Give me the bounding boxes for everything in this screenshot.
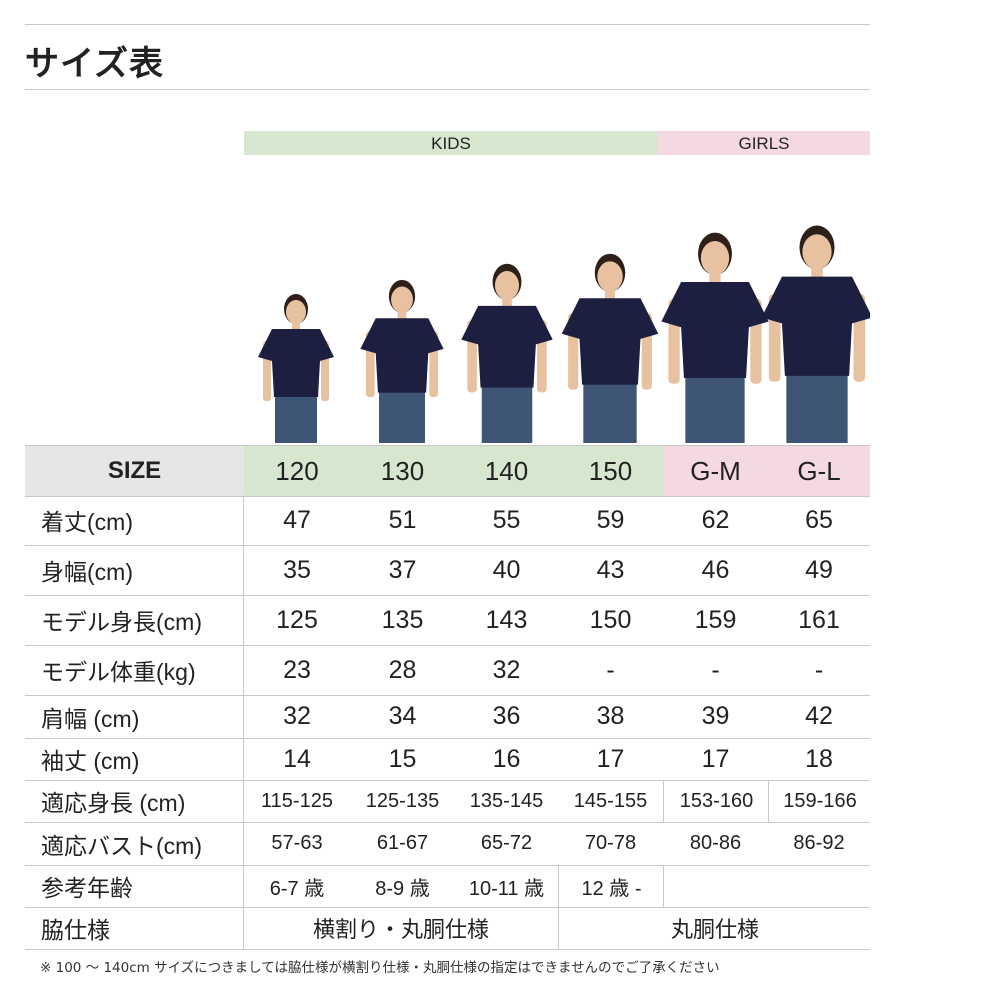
- table-cell: 65-72: [480, 832, 533, 854]
- table-cell: 153-160: [663, 780, 769, 822]
- size-header-row: SIZE 120 130 140 150 G-M G-L: [25, 445, 870, 497]
- table-row: 適応身長 (cm) 115-125 125-135 135-145 145-155 153…: [25, 780, 870, 823]
- model-140-photo: [461, 263, 553, 443]
- girls-group-label: GIRLS: [658, 131, 870, 155]
- table-cell: 12 歳 -: [558, 865, 664, 907]
- top-divider: [25, 24, 870, 25]
- size-140: 140: [455, 446, 558, 496]
- model-g-m-photo: [661, 232, 769, 443]
- row-label: 袖丈 (cm): [25, 738, 244, 780]
- row-label: モデル体重(kg): [25, 645, 244, 695]
- row-label: 参考年齢: [25, 865, 244, 907]
- table-cell: 18: [805, 744, 833, 773]
- table-cell: 61-67: [376, 832, 429, 854]
- size-150: 150: [558, 446, 663, 496]
- kids-group-label: KIDS: [244, 131, 658, 155]
- footnote: ※ 100 ～ 140cm サイズにつきましては脇仕様が横割り仕様・丸胴仕様の指…: [40, 960, 720, 976]
- side-spec-kids: 横割り・丸胴仕様: [312, 917, 489, 942]
- table-row: 肩幅 (cm) 32 34 36 38 39 42: [25, 695, 870, 739]
- table-cell: 59: [596, 505, 625, 534]
- table-cell: 49: [805, 555, 833, 584]
- row-label: モデル身長(cm): [25, 595, 244, 645]
- table-cell: 14: [283, 744, 311, 773]
- table-cell: 16: [492, 744, 521, 773]
- size-120: 120: [244, 446, 350, 496]
- table-cell: 86-92: [793, 832, 845, 854]
- title-divider: [25, 89, 870, 90]
- table-cell: -: [606, 655, 615, 684]
- model-photos: [258, 225, 870, 443]
- table-cell: 42: [805, 702, 833, 730]
- table-cell: 40: [492, 555, 521, 584]
- table-cell: 135: [381, 605, 424, 634]
- table-cell: 115-125: [261, 789, 333, 812]
- table-cell: 150: [589, 605, 632, 634]
- table-cell: 57-63: [271, 832, 323, 854]
- row-label: 着丈(cm): [25, 495, 244, 545]
- table-row: 身幅(cm) 35 37 40 43 46 49: [25, 545, 870, 596]
- table-cell: 51: [388, 505, 417, 534]
- table-cell: 55: [492, 505, 521, 534]
- table-cell: 145-155: [573, 789, 648, 812]
- table-row: 袖丈 (cm) 14 15 16 17 17 18: [25, 738, 870, 781]
- size-G-M: G-M: [663, 446, 768, 496]
- table-cell: [663, 865, 769, 907]
- table-cell: 34: [388, 702, 417, 730]
- model-120-photo: [258, 294, 334, 443]
- table-cell: 46: [701, 555, 730, 584]
- row-label: 適応身長 (cm): [25, 780, 244, 822]
- table-cell: 62: [701, 505, 730, 534]
- table-row: モデル身長(cm) 125 135 143 150 159 161: [25, 595, 870, 646]
- table-cell: 143: [485, 605, 528, 634]
- model-130-photo: [360, 279, 444, 443]
- row-label: 身幅(cm): [25, 545, 244, 595]
- table-cell: [768, 865, 870, 907]
- table-row: モデル体重(kg) 23 28 32 - - -: [25, 645, 870, 696]
- table-cell: 125: [276, 605, 318, 634]
- table-cell: 6-7 歳: [269, 877, 325, 900]
- table-cell: 159: [694, 605, 737, 634]
- model-150-photo: [561, 253, 659, 443]
- table-cell: 80-86: [689, 832, 742, 854]
- table-cell: 39: [701, 702, 730, 730]
- size-130: 130: [350, 446, 455, 496]
- table-cell: 161: [798, 605, 840, 634]
- model-g-l-photo: [761, 225, 870, 443]
- row-label: 脇仕様: [25, 907, 244, 949]
- row-label: 肩幅 (cm): [25, 695, 244, 738]
- table-cell: 17: [596, 744, 625, 773]
- table-cell: 135-145: [469, 789, 544, 812]
- table-cell: 70-78: [584, 832, 637, 854]
- side-spec-row: 脇仕様 横割り・丸胴仕様 丸胴仕様: [25, 907, 870, 950]
- table-cell: -: [711, 655, 720, 684]
- table-cell: 15: [388, 744, 417, 773]
- table-cell: 32: [492, 655, 521, 684]
- table-cell: -: [814, 655, 824, 684]
- side-spec-girls: 丸胴仕様: [558, 907, 871, 949]
- table-cell: 8-9 歳: [375, 877, 430, 900]
- table-cell: 47: [283, 505, 311, 534]
- table-cell: 36: [492, 702, 521, 730]
- table-cell: 37: [388, 555, 417, 584]
- row-label: 適応バスト(cm): [25, 822, 244, 865]
- table-cell: 23: [283, 655, 311, 684]
- table-cell: 43: [596, 555, 625, 584]
- table-row: 参考年齢 6-7 歳 8-9 歳 10-11 歳 12 歳 -: [25, 865, 870, 908]
- table-row: 着丈(cm) 47 51 55 59 62 65: [25, 495, 870, 546]
- table-cell: 32: [283, 702, 311, 730]
- page-title: サイズ表: [25, 44, 164, 84]
- table-cell: 125-135: [365, 789, 440, 812]
- table-cell: 38: [596, 702, 625, 730]
- table-cell: 10-11 歳: [468, 877, 545, 900]
- table-cell: 28: [388, 655, 417, 684]
- table-cell: 65: [805, 505, 833, 534]
- table-cell: 17: [701, 744, 730, 773]
- table-row: 適応バスト(cm) 57-63 61-67 65-72 70-78 80-86 86-92: [25, 822, 870, 866]
- table-cell: 159-166: [768, 780, 871, 822]
- table-cell: 35: [283, 555, 311, 584]
- size-G-L: G-L: [768, 446, 870, 496]
- size-header-label: SIZE: [25, 446, 244, 496]
